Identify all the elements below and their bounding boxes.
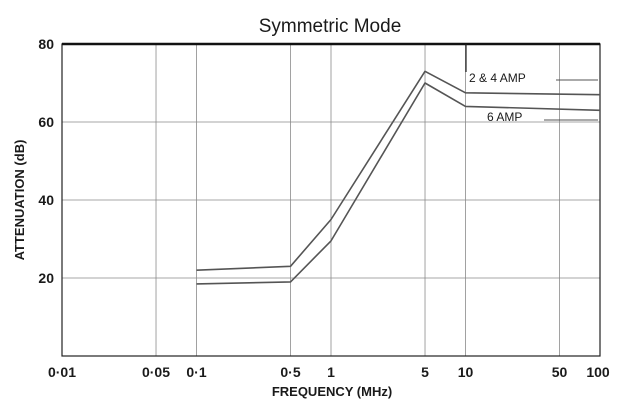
x-tick-labels: 0·01 0·05 0·1 0·5 1 5 10 50 100: [48, 364, 610, 380]
y-tick-label-0: 20: [38, 270, 54, 286]
series-lines: [196, 70, 601, 285]
x-tick-label-8: 100: [586, 364, 610, 380]
x-tick-label-5: 5: [421, 364, 429, 380]
x-tick-label-6: 10: [458, 364, 474, 380]
x-tick-label-3: 0·5: [280, 364, 300, 380]
grid-lines: [61, 43, 601, 356]
y-tick-label-1: 40: [38, 192, 54, 208]
chart-title: Symmetric Mode: [259, 16, 402, 37]
series-labels: 2 & 4 AMP 6 AMP: [469, 71, 598, 124]
y-tick-labels: 20 40 60 80: [38, 36, 54, 286]
series-line-1: [196, 82, 601, 285]
x-tick-label-2: 0·1: [186, 364, 206, 380]
x-tick-label-7: 50: [552, 364, 568, 380]
y-tick-label-2: 60: [38, 114, 54, 130]
y-tick-label-3: 80: [38, 36, 54, 52]
x-tick-label-0: 0·01: [48, 364, 76, 380]
x-tick-label-1: 0·05: [142, 364, 170, 380]
x-axis-title: FREQUENCY (MHz): [272, 384, 392, 399]
y-axis-title: ATTENUATION (dB): [12, 140, 27, 261]
x-tick-label-4: 1: [327, 364, 335, 380]
series-line-0: [196, 70, 601, 271]
series-label-0: 2 & 4 AMP: [469, 71, 526, 85]
series-label-1: 6 AMP: [487, 110, 522, 124]
